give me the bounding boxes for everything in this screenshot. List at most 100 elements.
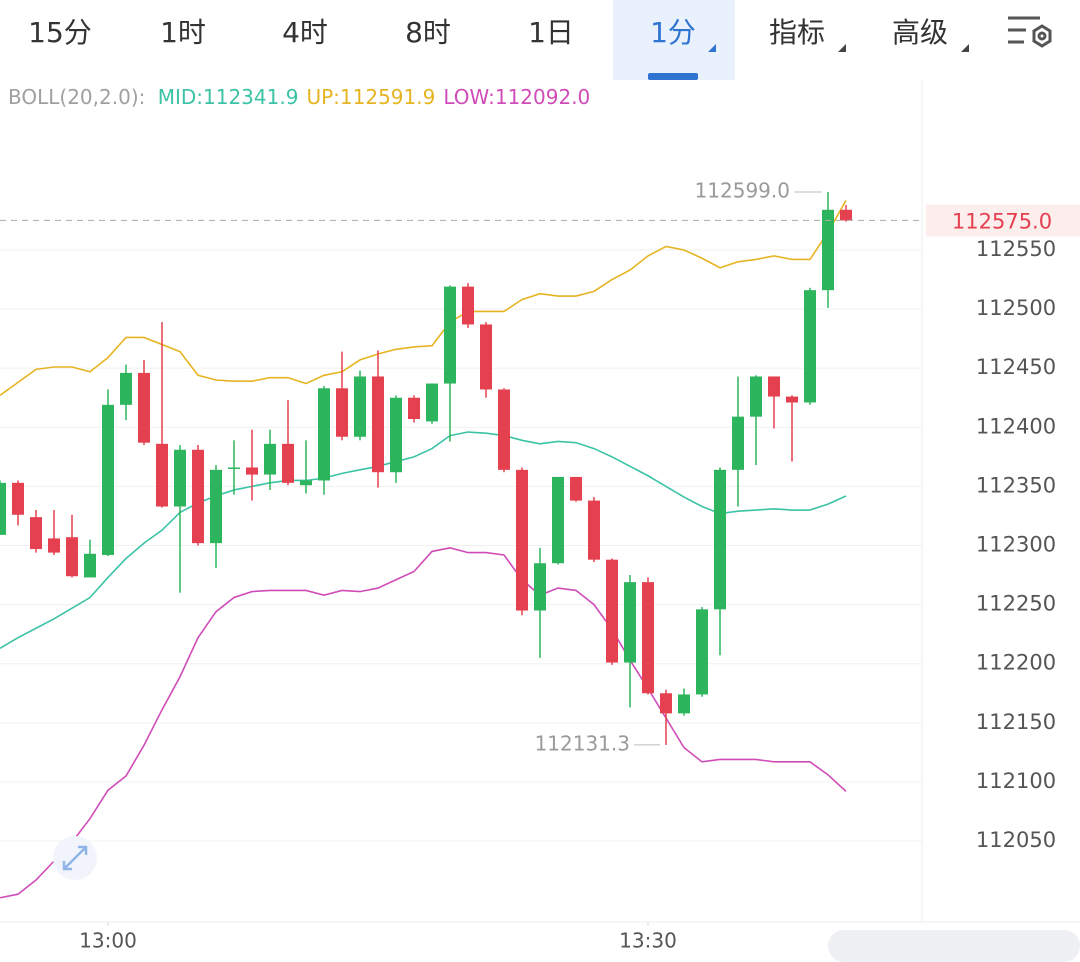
candle-body [48, 538, 60, 553]
annotations: 112599.0 112131.3 112575.0 [0, 179, 1080, 755]
candle-body [642, 582, 654, 694]
candle-body [444, 286, 456, 384]
x-tick-label: 13:30 [619, 929, 677, 953]
watermark-bg [828, 930, 1080, 962]
candle-body [192, 449, 204, 544]
y-tick-label: 112150 [976, 710, 1056, 734]
expand-icon[interactable] [53, 836, 97, 880]
candle-body [246, 467, 258, 475]
tab[interactable]: 15分 [28, 16, 92, 49]
tab[interactable]: 高级 [892, 16, 948, 49]
y-tick-label: 112250 [976, 592, 1056, 616]
grid [0, 249, 922, 926]
candle-body [426, 383, 438, 422]
candle-body [138, 372, 150, 443]
candle-body [102, 404, 114, 555]
legend-item: UP:112591.9 [306, 85, 435, 109]
candles [0, 192, 852, 745]
candle-body [696, 609, 708, 695]
y-tick-label: 112450 [976, 355, 1056, 379]
dropdown-arrow [838, 44, 846, 52]
candle-body [84, 553, 96, 578]
candle-body [156, 443, 168, 507]
candle-body [516, 469, 528, 611]
tab[interactable]: 1时 [160, 16, 206, 49]
x-tick-label: 13:00 [79, 929, 137, 953]
settings-icon[interactable] [1008, 16, 1052, 48]
indicator-name: BOLL(20,2.0): [8, 85, 145, 109]
icon-dot [1037, 31, 1047, 41]
tab[interactable]: 1日 [528, 16, 574, 49]
candle-body [480, 324, 492, 390]
candle-body [732, 416, 744, 470]
max-label: 112599.0 [695, 179, 790, 203]
candle-body [120, 372, 132, 405]
candle-body [210, 469, 222, 544]
tab[interactable]: 指标 [769, 16, 825, 49]
tab-arrows [708, 44, 969, 52]
candle-body [300, 480, 312, 486]
candle-body [660, 693, 672, 714]
candle-body [552, 476, 564, 564]
candle-body [30, 517, 42, 550]
y-tick-label: 112500 [976, 296, 1056, 320]
last-price-tag [926, 204, 1080, 237]
candle-body [570, 476, 582, 501]
boll-line [0, 200, 847, 397]
candle-body [336, 388, 348, 437]
candle-body [624, 582, 636, 663]
candle-body [804, 290, 816, 403]
icon-arrows [62, 845, 88, 871]
candle-body [174, 449, 186, 507]
legend-item: LOW:112092.0 [443, 85, 590, 109]
candle-body [498, 389, 510, 470]
boll-line [0, 431, 847, 650]
candle-body [354, 376, 366, 437]
dropdown-arrow [961, 44, 969, 52]
watermark [828, 930, 1080, 962]
candle-body [318, 388, 330, 481]
axes: 112050 112100 112150 112200 112250 112300 1123… [79, 237, 1056, 953]
candle-body [606, 559, 618, 663]
candle-body [588, 500, 600, 560]
candle-body [264, 443, 276, 475]
y-tick-label: 112550 [976, 237, 1056, 261]
active-tab-indicator [648, 73, 698, 80]
candle-body [786, 396, 798, 403]
boll-lines [0, 200, 847, 899]
boll-line [0, 547, 847, 899]
candle-body [66, 537, 78, 577]
boll-legend: BOLL(20,2.0): MID:112341.9 UP:112591.9 LOW… [8, 85, 590, 109]
candle-body [282, 443, 294, 483]
y-tick-label: 112350 [976, 473, 1056, 497]
y-tick-label: 112300 [976, 533, 1056, 557]
candle-body [228, 467, 240, 469]
tab[interactable]: 8时 [405, 16, 451, 49]
legend-item: MID:112341.9 [158, 85, 299, 109]
y-tick-label: 112200 [976, 651, 1056, 675]
candle-body [372, 376, 384, 473]
candle-body [390, 397, 402, 473]
candle-body [768, 376, 780, 397]
last-price-label: 112575.0 [952, 209, 1052, 233]
tab-bar: 15分 1时 4时 8时 1日 1分 指标 高级 [28, 0, 948, 80]
candle-body [0, 482, 6, 535]
tab[interactable]: 4时 [282, 16, 328, 49]
y-tick-label: 112050 [976, 828, 1056, 852]
dropdown-arrow [708, 44, 716, 52]
candle-body [840, 209, 852, 221]
candle-body [462, 286, 474, 325]
y-tick-label: 112100 [976, 769, 1056, 793]
candle-body [750, 376, 762, 417]
active-tab-bg [613, 0, 735, 80]
candle-body [12, 482, 24, 515]
candle-body [408, 397, 420, 420]
candle-body [822, 209, 834, 291]
icon-hex [1032, 24, 1052, 48]
tab[interactable]: 1分 [650, 16, 696, 49]
candle-body [678, 694, 690, 714]
y-tick-label: 112400 [976, 414, 1056, 438]
candle-body [534, 563, 546, 611]
candle-body [714, 469, 726, 610]
